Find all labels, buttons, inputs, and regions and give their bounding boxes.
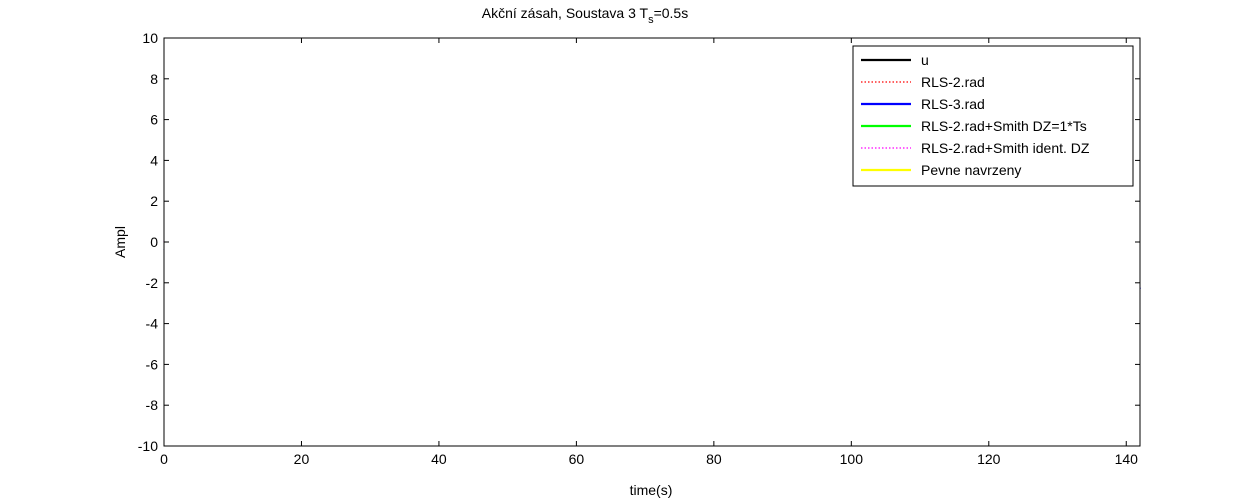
y-tick-label: 0: [150, 234, 158, 250]
y-tick-label: -2: [146, 275, 159, 291]
x-tick-label: 140: [1115, 451, 1139, 467]
legend: u RLS-2.rad RLS-3.rad RLS-2.rad+Smith DZ=1*…: [852, 45, 1134, 187]
legend-label-2: RLS-3.rad: [921, 96, 985, 112]
y-tick-label: 10: [142, 30, 158, 46]
x-tick-label: 40: [431, 451, 447, 467]
y-tick-label: -10: [138, 438, 158, 454]
x-tick-label: 100: [840, 451, 864, 467]
x-tick-label: 120: [977, 451, 1001, 467]
y-tick-label: -6: [146, 356, 159, 372]
legend-label-4: RLS-2.rad+Smith ident. DZ: [921, 140, 1090, 156]
x-axis-label: time(s): [630, 482, 673, 498]
y-axis-label: Ampl: [112, 226, 128, 258]
legend-label-5: Pevne navrzeny: [921, 162, 1021, 178]
legend-label-0: u: [921, 52, 929, 68]
x-tick-label: 20: [294, 451, 310, 467]
legend-label-3: RLS-2.rad+Smith DZ=1*Ts: [921, 118, 1087, 134]
y-tick-label: -8: [146, 397, 159, 413]
y-tick-label: 2: [150, 193, 158, 209]
x-tick-label: 0: [160, 451, 168, 467]
legend-box: [852, 45, 1134, 187]
y-tick-label: -4: [146, 316, 159, 332]
y-tick-label: 6: [150, 112, 158, 128]
y-tick-label: 8: [150, 71, 158, 87]
x-tick-label: 60: [569, 451, 585, 467]
tick-labels: 0 20 40 60 80 100 120 140 -10 -8 -6 -4 -2 0 2 4 6 8 10: [138, 30, 1140, 467]
chart-title: Akční zásah, Soustava 3 Ts=0.5s: [482, 5, 688, 26]
y-tick-label: 4: [150, 152, 158, 168]
legend-label-1: RLS-2.rad: [921, 74, 985, 90]
x-tick-label: 80: [706, 451, 722, 467]
